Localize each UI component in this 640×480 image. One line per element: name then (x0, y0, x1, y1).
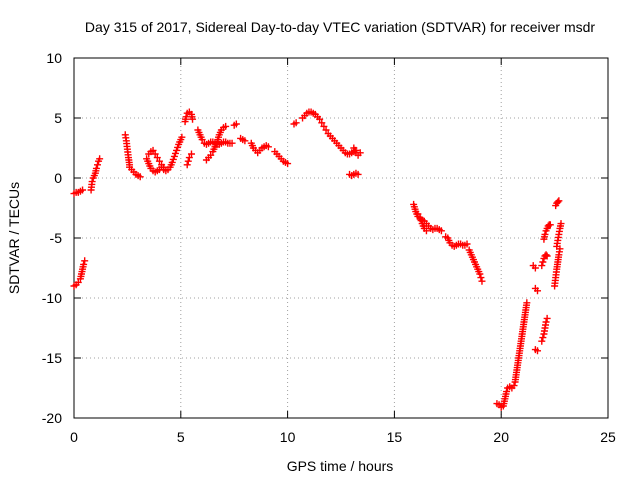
data-point (316, 115, 324, 123)
data-point (155, 157, 163, 165)
y-tick-label: -5 (50, 230, 63, 246)
x-axis-label: GPS time / hours (287, 458, 394, 474)
data-point (478, 277, 486, 285)
data-point (318, 119, 326, 127)
data-point (241, 137, 249, 145)
data-point (189, 115, 197, 123)
data-point (232, 120, 240, 128)
y-tick-label: -15 (42, 350, 62, 366)
data-point (151, 150, 159, 158)
data-point (534, 287, 542, 295)
x-tick-label: 0 (70, 429, 78, 445)
data-point (414, 210, 422, 218)
data-point (422, 227, 430, 235)
y-tick-label: 10 (46, 50, 62, 66)
data-point (538, 337, 546, 345)
data-point (542, 318, 550, 326)
y-axis-label: SDTVAR / TECUs (6, 182, 22, 294)
data-point (198, 136, 206, 144)
data-point (222, 122, 230, 130)
data-point (93, 161, 101, 169)
y-tick-label: 5 (54, 110, 62, 126)
data-point (136, 173, 144, 181)
data-point (356, 149, 364, 157)
grid (74, 58, 608, 418)
data-point (538, 262, 546, 270)
data-point (183, 161, 191, 169)
axis-ticks: 0 5 10 15 20 25 -20 -15 -10 -5 0 5 10 (42, 50, 616, 445)
data-point (88, 178, 96, 186)
x-tick-label: 15 (387, 429, 403, 445)
data-points (70, 108, 565, 411)
data-point (539, 334, 547, 342)
data-point (74, 278, 82, 286)
data-point (207, 151, 215, 159)
data-point (292, 119, 300, 127)
data-point (228, 139, 236, 147)
data-point (187, 150, 195, 158)
data-point (437, 227, 445, 235)
data-point (543, 314, 551, 322)
x-tick-label: 25 (600, 429, 616, 445)
data-point (503, 388, 511, 396)
data-point (96, 155, 104, 163)
data-point (284, 160, 292, 168)
data-point (178, 133, 186, 141)
x-tick-label: 10 (280, 429, 296, 445)
data-point (557, 220, 565, 228)
x-tick-label: 5 (177, 429, 185, 445)
data-point (531, 264, 539, 272)
data-point (184, 157, 192, 165)
x-tick-label: 20 (493, 429, 509, 445)
data-point (185, 154, 193, 162)
data-point (81, 257, 89, 265)
data-point (523, 299, 531, 307)
data-point (541, 230, 549, 238)
data-point (477, 274, 485, 282)
data-point (534, 347, 542, 355)
data-point (463, 240, 471, 248)
data-point (320, 122, 328, 130)
data-point (543, 252, 551, 260)
data-point (264, 143, 272, 151)
data-point (354, 170, 362, 178)
data-point (322, 126, 330, 134)
data-point (542, 251, 550, 259)
y-tick-label: -10 (42, 290, 62, 306)
data-point (92, 164, 100, 172)
y-tick-label: -20 (42, 410, 62, 426)
data-point (79, 186, 87, 194)
data-point (80, 260, 88, 268)
data-point (510, 382, 518, 390)
data-point (539, 258, 547, 266)
data-point (554, 198, 562, 206)
data-point (153, 154, 161, 162)
data-point (149, 146, 157, 154)
data-point (182, 113, 190, 121)
y-tick-label: 0 (54, 170, 62, 186)
data-point (546, 221, 554, 229)
data-point (160, 163, 168, 171)
chart-title: Day 315 of 2017, Sidereal Day-to-day VTE… (85, 19, 595, 35)
data-point (555, 197, 563, 205)
data-point (476, 270, 484, 278)
